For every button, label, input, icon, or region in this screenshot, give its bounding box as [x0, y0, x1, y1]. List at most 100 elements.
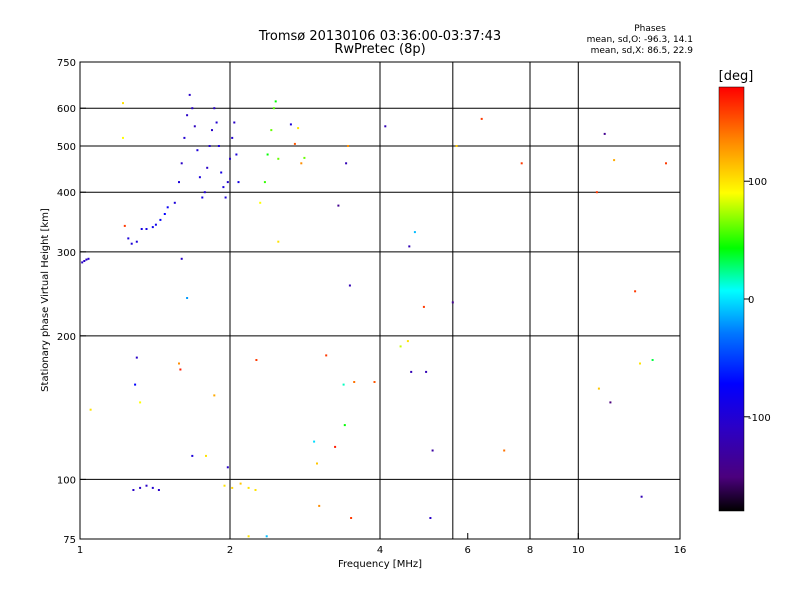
chart-title: Tromsø 20130106 03:36:00-03:37:43	[258, 29, 501, 44]
x-tick-label: 2	[227, 545, 233, 556]
data-point	[179, 368, 182, 371]
data-point	[303, 156, 306, 159]
phase-x-line: mean, sd,X: 86.5, 22.9	[591, 46, 694, 56]
data-point	[277, 157, 280, 160]
data-point	[123, 224, 126, 227]
data-point	[127, 237, 130, 240]
data-point	[220, 171, 223, 174]
x-tick-label: 8	[527, 545, 533, 556]
data-point	[130, 242, 133, 245]
data-point	[634, 290, 637, 293]
data-point	[639, 362, 641, 365]
phase-heading: Phases	[634, 24, 666, 34]
data-point	[413, 231, 416, 234]
data-point	[122, 102, 124, 105]
y-tick-label: 75	[63, 535, 76, 546]
data-point	[154, 223, 157, 226]
x-tick-label: 16	[674, 545, 687, 556]
y-tick-label: 300	[57, 248, 76, 259]
plot-area: 1 2 4 6 8 10 16 75 100 200 300 400 500 600 750	[57, 58, 686, 556]
data-point	[254, 489, 257, 491]
data-point	[213, 394, 216, 397]
data-point	[89, 408, 92, 411]
data-point	[239, 482, 242, 485]
data-point	[300, 162, 303, 165]
data-point	[178, 362, 180, 365]
data-point	[350, 517, 353, 519]
data-point	[429, 517, 432, 519]
data-point	[191, 454, 194, 457]
data-point	[233, 121, 236, 124]
data-point	[384, 125, 387, 128]
data-point	[135, 356, 138, 359]
data-point	[87, 257, 90, 260]
colorbar-tick-label: 100	[748, 177, 767, 188]
data-point	[342, 383, 345, 386]
data-point	[455, 145, 458, 147]
data-point	[193, 125, 196, 128]
y-tick-label: 750	[57, 58, 76, 69]
phase-summary: Phases mean, sd,O: -96.3, 14.1 mean, sd,…	[587, 24, 694, 56]
data-point	[145, 484, 148, 487]
data-point	[151, 226, 154, 229]
data-point	[222, 186, 225, 189]
data-point	[132, 489, 135, 491]
data-point	[255, 359, 258, 361]
data-point	[316, 462, 318, 465]
data-point	[180, 257, 183, 260]
data-point	[206, 166, 209, 169]
data-point	[289, 123, 292, 126]
x-tick-label: 4	[377, 545, 383, 556]
data-point	[134, 383, 137, 386]
data-point	[293, 142, 296, 145]
y-tick-label: 600	[57, 104, 76, 115]
data-point	[353, 381, 356, 383]
data-point	[343, 424, 346, 427]
data-point	[325, 354, 328, 357]
data-point	[373, 381, 376, 383]
data-point	[597, 387, 600, 390]
data-point	[226, 466, 229, 469]
data-point	[348, 284, 351, 287]
data-point	[270, 129, 273, 132]
data-point	[157, 489, 160, 491]
data-point	[237, 181, 240, 184]
data-point	[201, 196, 204, 199]
data-point	[151, 486, 154, 489]
data-point	[595, 191, 598, 194]
data-point	[259, 201, 262, 204]
data-point	[198, 176, 201, 179]
data-point	[235, 153, 238, 156]
data-point	[334, 445, 337, 448]
x-axis-ticks: 1 2 4 6 8 10 16	[77, 533, 687, 556]
data-point	[213, 107, 216, 110]
data-point	[217, 145, 220, 147]
data-point	[399, 345, 402, 348]
data-point	[223, 484, 226, 487]
x-tick-label: 1	[77, 545, 83, 556]
data-point	[503, 449, 506, 452]
data-point	[408, 245, 411, 248]
data-point	[180, 162, 183, 165]
data-point	[173, 201, 176, 204]
data-point	[229, 157, 231, 160]
data-point	[186, 114, 189, 117]
grid-lines	[80, 62, 680, 539]
data-point	[337, 204, 340, 207]
data-point	[226, 181, 229, 184]
colorbar-unit-label: [deg]	[719, 69, 754, 84]
data-point	[135, 240, 138, 243]
x-tick-label: 6	[465, 545, 471, 556]
data-point	[313, 440, 316, 443]
data-point	[651, 359, 654, 361]
data-point	[122, 136, 124, 139]
data-point	[188, 93, 191, 96]
y-tick-label: 200	[57, 332, 76, 343]
data-point	[640, 495, 643, 498]
data-point	[265, 535, 268, 538]
data-point	[603, 132, 606, 135]
y-axis-ticks: 75 100 200 300 400 500 600 750	[57, 58, 86, 546]
data-point	[425, 370, 428, 373]
data-point	[139, 486, 142, 489]
